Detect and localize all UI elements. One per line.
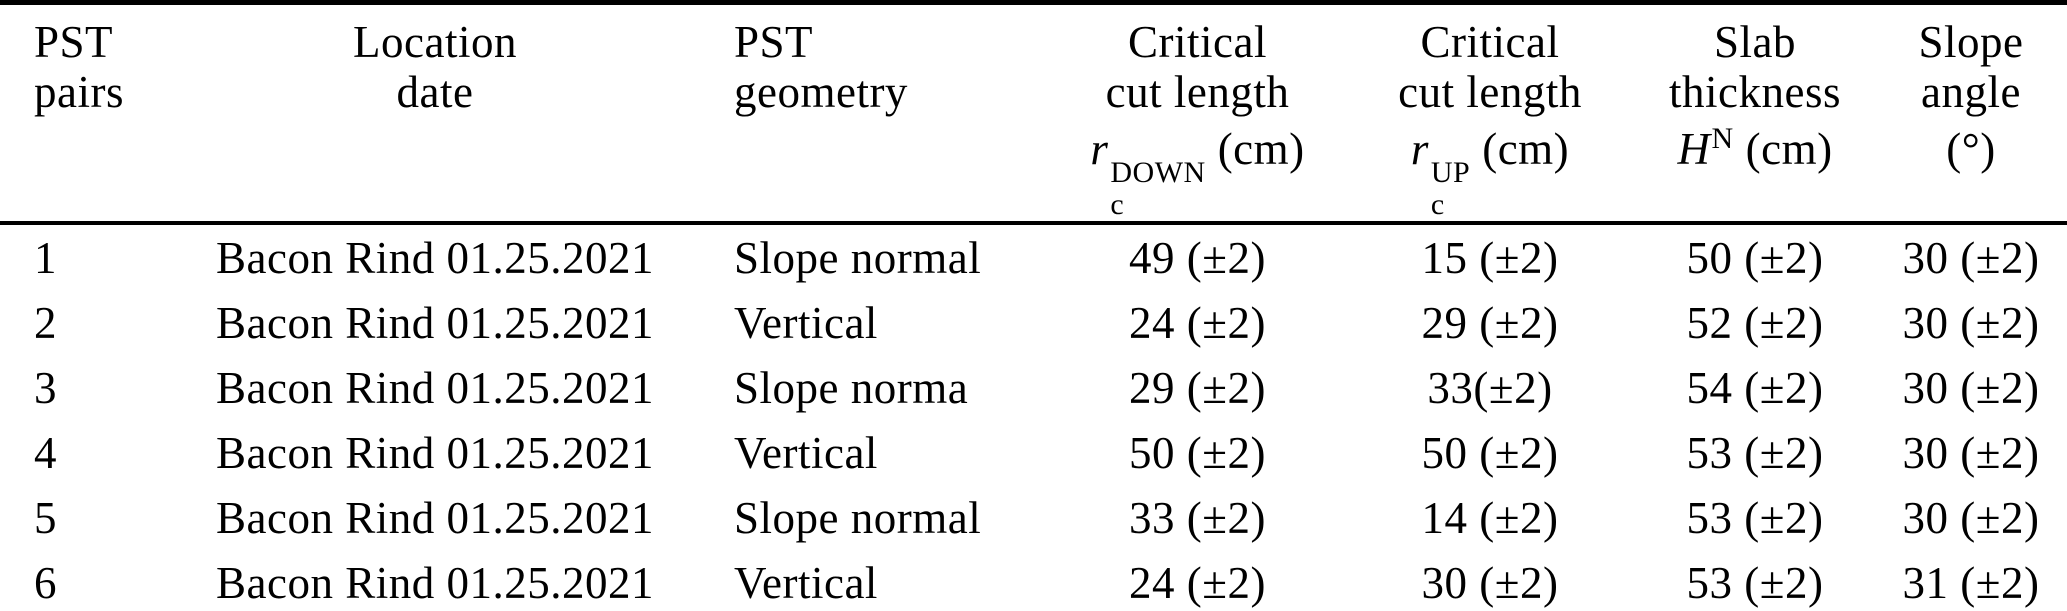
header-line: PST [734, 17, 814, 67]
math-subscript: c [1110, 187, 1125, 221]
cell-slab-thickness: 53 (±2) [1686, 492, 1824, 543]
header-formula-rc-down: r DOWN c (cm) [1051, 121, 1344, 220]
cell-rc-down: 49 (±2) [1129, 232, 1266, 283]
cell-geometry: Vertical [734, 427, 878, 478]
cell-slope-angle: 30 (±2) [1902, 297, 2040, 348]
cell-slope-angle: 30 (±2) [1902, 492, 2040, 543]
cell-rc-down: 50 (±2) [1129, 427, 1266, 478]
math-subscript: c [1430, 187, 1445, 221]
cell-pair: 2 [34, 297, 57, 348]
header-formula-slab-thickness: HN (cm) [1636, 121, 1874, 183]
cell-geometry: Vertical [734, 557, 878, 608]
header-line: Critical [1128, 17, 1267, 67]
header-line: cut length [1105, 67, 1290, 117]
column-header-rc-up: Critical cut length r UP c (cm) [1345, 2, 1635, 225]
math-superscript: DOWN [1110, 156, 1206, 189]
cell-rc-up: 50 (±2) [1421, 427, 1559, 478]
math-superscript: UP [1430, 156, 1471, 189]
column-header-pst-geometry: PST geometry [700, 2, 1050, 225]
cell-location-date: Bacon Rind 01.25.2021 [216, 232, 654, 283]
cell-rc-down: 24 (±2) [1129, 557, 1266, 608]
math-symbol-r: r [1090, 124, 1109, 174]
math-symbol-r: r [1410, 124, 1429, 174]
math-supsub: DOWN c [1110, 157, 1205, 220]
column-header-location-date: Location date [170, 2, 700, 225]
cell-slab-thickness: 53 (±2) [1686, 427, 1824, 478]
math-supsub: UP c [1431, 157, 1470, 220]
cell-rc-down: 33 (±2) [1129, 492, 1266, 543]
cell-slab-thickness: 54 (±2) [1686, 362, 1824, 413]
header-line: thickness [1669, 67, 1841, 117]
table-header: PST pairs Location date PST geometry Cri… [0, 2, 2067, 225]
table-row: 6 Bacon Rind 01.25.2021 Vertical 24 (±2)… [0, 550, 2067, 611]
cell-location-date: Bacon Rind 01.25.2021 [216, 492, 654, 543]
cell-rc-up: 33(±2) [1427, 362, 1553, 413]
table-row: 4 Bacon Rind 01.25.2021 Vertical 50 (±2)… [0, 420, 2067, 485]
column-header-slope-angle: Slope angle (°) [1875, 2, 2067, 225]
header-formula-rc-up: r UP c (cm) [1346, 121, 1634, 220]
cell-rc-up: 14 (±2) [1421, 492, 1559, 543]
cell-geometry: Slope normal [734, 232, 982, 283]
cell-slab-thickness: 50 (±2) [1686, 232, 1824, 283]
cell-location-date: Bacon Rind 01.25.2021 [216, 557, 654, 608]
header-line: Slope [1918, 17, 2024, 67]
table-row: 5 Bacon Rind 01.25.2021 Slope normal 33 … [0, 485, 2067, 550]
header-line: PST [34, 17, 114, 67]
cell-pair: 3 [34, 362, 57, 413]
cell-pair: 4 [34, 427, 57, 478]
header-line: Critical [1420, 17, 1560, 67]
cell-slope-angle: 30 (±2) [1902, 232, 2040, 283]
cell-rc-down: 29 (±2) [1129, 362, 1266, 413]
table-body: 1 Bacon Rind 01.25.2021 Slope normal 49 … [0, 223, 2067, 611]
table-row: 2 Bacon Rind 01.25.2021 Vertical 24 (±2)… [0, 290, 2067, 355]
table-row: 3 Bacon Rind 01.25.2021 Slope norma 29 (… [0, 355, 2067, 420]
unit-label: (cm) [1482, 124, 1570, 174]
cell-slab-thickness: 53 (±2) [1686, 557, 1824, 608]
cell-geometry: Slope normal [734, 492, 982, 543]
unit-label: (cm) [1217, 124, 1305, 174]
cell-location-date: Bacon Rind 01.25.2021 [216, 427, 654, 478]
math-symbol-h: H [1677, 124, 1711, 174]
cell-rc-up: 15 (±2) [1421, 232, 1559, 283]
cell-geometry: Slope norma [734, 362, 969, 413]
math-superscript: N [1711, 122, 1734, 155]
column-header-slab-thickness: Slab thickness HN (cm) [1635, 2, 1875, 225]
header-line: date [396, 67, 474, 117]
cell-slope-angle: 30 (±2) [1902, 362, 2040, 413]
cell-rc-down: 24 (±2) [1129, 297, 1266, 348]
header-unit-slope-angle: (°) [1876, 121, 2066, 177]
cell-pair: 6 [34, 557, 57, 608]
unit-label: (°) [1946, 124, 1996, 174]
header-line: Location [353, 17, 517, 67]
column-header-pst-pairs: PST pairs [0, 2, 170, 225]
header-line: geometry [734, 67, 908, 117]
header-line: pairs [34, 67, 124, 117]
cell-location-date: Bacon Rind 01.25.2021 [216, 362, 654, 413]
cell-rc-up: 30 (±2) [1421, 557, 1559, 608]
cell-slab-thickness: 52 (±2) [1686, 297, 1824, 348]
cell-geometry: Vertical [734, 297, 878, 348]
header-row: PST pairs Location date PST geometry Cri… [0, 2, 2067, 225]
unit-label: (cm) [1745, 124, 1833, 174]
cell-pair: 5 [34, 492, 57, 543]
cell-rc-up: 29 (±2) [1421, 297, 1559, 348]
cell-slope-angle: 30 (±2) [1902, 427, 2040, 478]
cell-pair: 1 [34, 232, 57, 283]
header-line: angle [1921, 67, 2021, 117]
column-header-rc-down: Critical cut length r DOWN c (cm) [1050, 2, 1345, 225]
cell-location-date: Bacon Rind 01.25.2021 [216, 297, 654, 348]
table-row: 1 Bacon Rind 01.25.2021 Slope normal 49 … [0, 223, 2067, 290]
cell-slope-angle: 31 (±2) [1902, 557, 2040, 608]
header-line: cut length [1398, 67, 1582, 117]
header-line: Slab [1713, 17, 1796, 67]
